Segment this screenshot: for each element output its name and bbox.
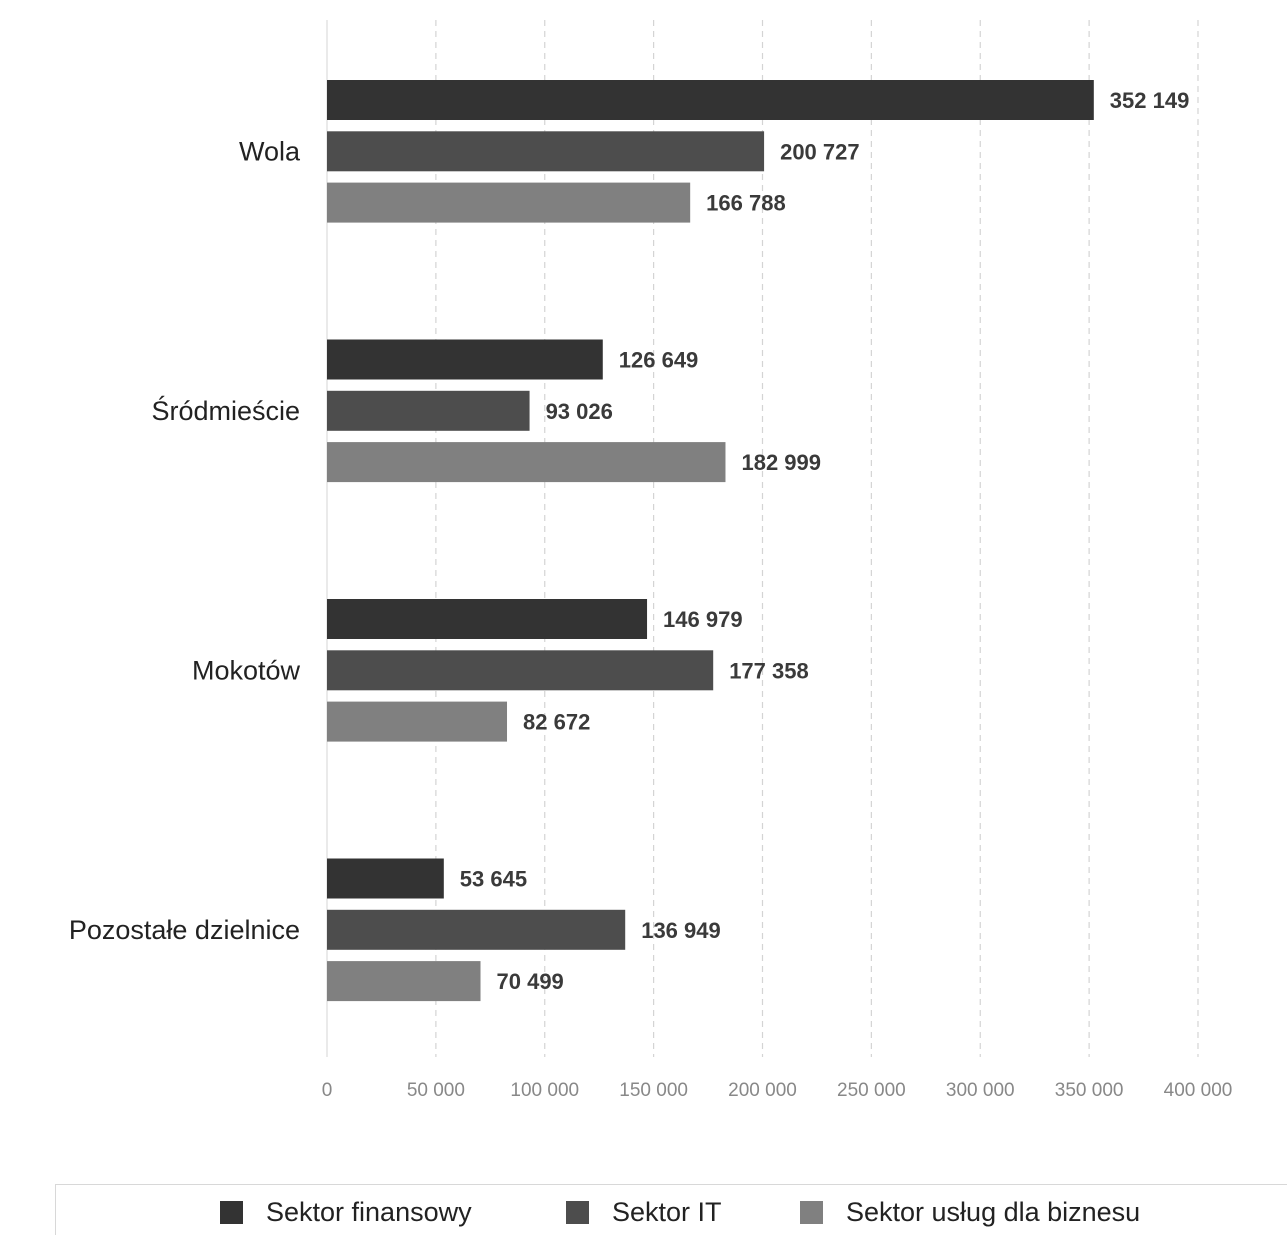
data-label: 136 949 bbox=[641, 918, 721, 943]
legend-swatch-finansowy bbox=[220, 1201, 243, 1224]
legend-swatch-it bbox=[566, 1201, 589, 1224]
category-label: Mokotów bbox=[192, 655, 301, 685]
legend-label-uslugi: Sektor usług dla biznesu bbox=[846, 1197, 1141, 1227]
legend-label-it: Sektor IT bbox=[612, 1197, 722, 1227]
bar bbox=[327, 858, 444, 899]
data-label: 177 358 bbox=[729, 658, 809, 683]
x-tick-label: 100 000 bbox=[510, 1080, 579, 1101]
x-tick-label: 350 000 bbox=[1055, 1080, 1124, 1101]
bar bbox=[327, 390, 530, 431]
bars bbox=[327, 80, 1094, 1002]
legend-item-it: Sektor IT bbox=[566, 1197, 722, 1228]
category-label: Wola bbox=[239, 136, 301, 166]
grid-lines bbox=[435, 20, 1199, 1057]
category-labels: Wola Śródmieście Mokotów Pozostałe dzielnic… bbox=[69, 136, 301, 945]
data-label: 70 499 bbox=[497, 969, 564, 994]
x-tick-label: 200 000 bbox=[728, 1080, 797, 1101]
bar bbox=[327, 131, 765, 172]
bar bbox=[327, 701, 508, 742]
legend: Sektor finansowy Sektor IT Sektor usług … bbox=[55, 1184, 1287, 1235]
data-label: 352 149 bbox=[1110, 88, 1190, 113]
bar bbox=[327, 182, 691, 223]
data-labels: 352 149 200 727 166 788 126 649 93 026 182 99… bbox=[460, 88, 1190, 994]
x-tick-label: 0 bbox=[322, 1080, 333, 1101]
x-tick-label: 50 000 bbox=[407, 1080, 465, 1101]
data-label: 93 026 bbox=[546, 399, 613, 424]
data-label: 146 979 bbox=[663, 607, 743, 632]
bar bbox=[327, 961, 481, 1002]
data-label: 200 727 bbox=[780, 139, 860, 164]
bar bbox=[327, 442, 726, 483]
legend-item-finansowy: Sektor finansowy bbox=[220, 1197, 472, 1228]
bar bbox=[327, 650, 714, 691]
legend-item-uslugi: Sektor usług dla biznesu bbox=[800, 1197, 1140, 1228]
data-label: 53 645 bbox=[460, 867, 527, 892]
x-tick-label: 300 000 bbox=[946, 1080, 1015, 1101]
data-label: 82 672 bbox=[523, 710, 590, 735]
x-tick-label: 250 000 bbox=[837, 1080, 906, 1101]
category-label: Śródmieście bbox=[151, 394, 300, 426]
x-tick-label: 150 000 bbox=[619, 1080, 688, 1101]
category-label: Pozostałe dzielnice bbox=[69, 915, 300, 945]
bar-chart: 352 149 200 727 166 788 126 649 93 026 182 99… bbox=[69, 20, 1233, 1101]
x-tick-labels: 0 50 000 100 000 150 000 200 000 250 000 300 0… bbox=[322, 1080, 1233, 1101]
data-label: 166 788 bbox=[706, 191, 786, 216]
legend-label-finansowy: Sektor finansowy bbox=[266, 1197, 472, 1227]
legend-swatch-uslugi bbox=[800, 1201, 823, 1224]
x-tick-label: 400 000 bbox=[1164, 1080, 1233, 1101]
data-label: 126 649 bbox=[619, 348, 699, 373]
bar bbox=[327, 909, 626, 950]
bar bbox=[327, 599, 648, 639]
data-label: 182 999 bbox=[741, 450, 821, 475]
bar bbox=[327, 80, 1094, 120]
bar bbox=[327, 339, 603, 380]
